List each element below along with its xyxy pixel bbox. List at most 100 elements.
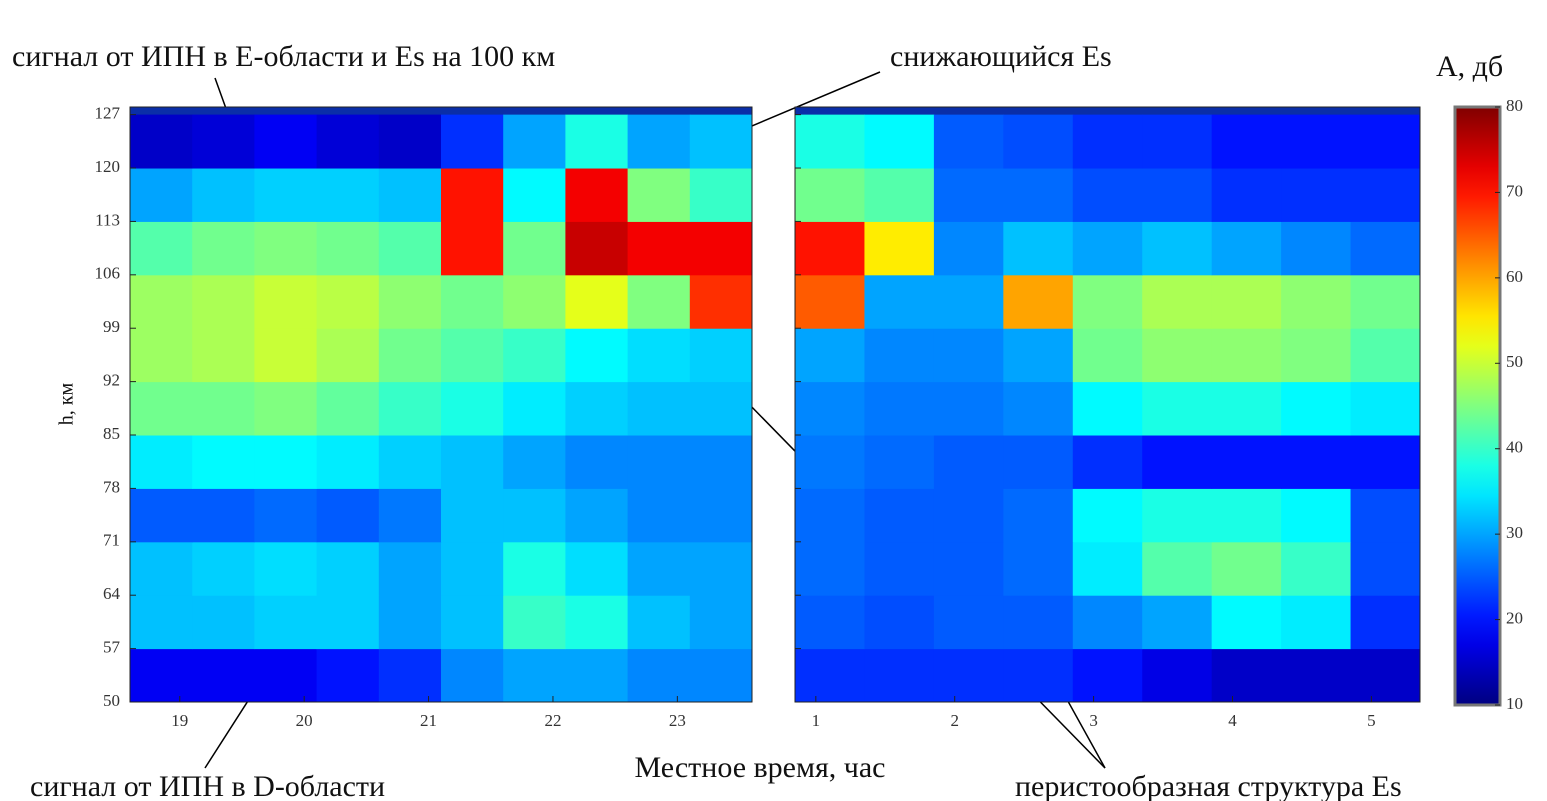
heatmap-cell — [192, 382, 255, 436]
heatmap-cell — [1281, 115, 1351, 169]
heatmap-cell — [1351, 435, 1421, 489]
heatmap-cell — [441, 435, 504, 489]
heatmap-cell — [1003, 488, 1073, 542]
heatmap-cell — [934, 382, 1004, 436]
heatmap-cell — [864, 115, 934, 169]
heatmap-cell — [864, 221, 934, 275]
heatmap-cell — [503, 542, 566, 596]
heatmap-cell — [1003, 328, 1073, 382]
heatmap-cell — [130, 115, 193, 169]
heatmap-cell — [441, 488, 504, 542]
heatmap-cell — [1351, 275, 1421, 329]
y-tick-label: 50 — [103, 691, 120, 710]
heatmap-cell — [1281, 275, 1351, 329]
heatmap-cell — [795, 115, 865, 169]
x-tick-label: 3 — [1089, 711, 1098, 730]
heatmap-cell — [1142, 435, 1212, 489]
heatmap-cell — [1003, 649, 1073, 703]
heatmap-cell — [254, 488, 317, 542]
heatmap-cell — [1351, 595, 1421, 649]
heatmap-cell — [934, 542, 1004, 596]
heatmap-cell — [1142, 168, 1212, 222]
heatmap-cell — [690, 488, 753, 542]
heatmap-cell — [130, 542, 193, 596]
heatmap-cell — [565, 168, 628, 222]
heatmap-cell — [441, 595, 504, 649]
heatmap-cell — [130, 649, 193, 703]
heatmap-cell — [690, 221, 753, 275]
heatmap-cell — [628, 221, 691, 275]
heatmap-cell — [254, 382, 317, 436]
heatmap-cell — [864, 488, 934, 542]
colorbar — [1455, 107, 1500, 705]
y-tick-label: 127 — [95, 104, 121, 123]
y-tick-label: 120 — [95, 157, 121, 176]
x-tick-label: 4 — [1228, 711, 1237, 730]
colorbar-tick-label: 50 — [1506, 352, 1523, 371]
heatmap-cell — [1073, 382, 1143, 436]
heatmap-cell — [1003, 382, 1073, 436]
heatmap-cell — [254, 115, 317, 169]
heatmap-cell — [795, 595, 865, 649]
heatmap-cell — [254, 595, 317, 649]
y-tick-label: 99 — [103, 317, 120, 336]
y-axis-label: h, км — [56, 382, 78, 425]
heatmap-cell — [1212, 328, 1282, 382]
heatmap-cell — [503, 488, 566, 542]
heatmap-cell — [317, 382, 380, 436]
heatmap-cell — [1281, 221, 1351, 275]
heatmap-cell — [628, 649, 691, 703]
heatmap-cell — [1212, 115, 1282, 169]
heatmap-cell — [192, 649, 255, 703]
heatmap-cell — [1212, 221, 1282, 275]
x-tick-label: 19 — [171, 711, 188, 730]
heatmap-cell — [254, 542, 317, 596]
heatmap-cell — [1281, 382, 1351, 436]
heatmap-cell — [192, 595, 255, 649]
heatmap-cell — [934, 221, 1004, 275]
heatmap-cell — [1142, 649, 1212, 703]
heatmap-cell — [192, 115, 255, 169]
heatmap-cell — [864, 382, 934, 436]
heatmap-cell — [690, 168, 753, 222]
heatmap-cell — [690, 595, 753, 649]
heatmap-cell — [1142, 115, 1212, 169]
heatmap-cell — [441, 542, 504, 596]
heatmap-cell — [441, 382, 504, 436]
heatmap-cell — [1281, 595, 1351, 649]
heatmap-cell — [1003, 275, 1073, 329]
heatmap-cell — [628, 275, 691, 329]
y-tick-label: 78 — [103, 477, 120, 496]
heatmap-cell — [503, 275, 566, 329]
heatmap-cell — [379, 275, 442, 329]
heatmap-cell — [795, 328, 865, 382]
heatmap-cell — [1003, 115, 1073, 169]
heatmap-cell — [1073, 168, 1143, 222]
y-tick-label: 57 — [103, 638, 121, 657]
heatmap-cell — [1073, 649, 1143, 703]
heatmap-cell — [317, 595, 380, 649]
x-tick-label: 1 — [812, 711, 821, 730]
annotation: сигнал от ИПН в D-области — [30, 770, 385, 801]
heatmap-cell — [934, 435, 1004, 489]
heatmap-cell — [628, 115, 691, 169]
heatmap-cell — [1142, 382, 1212, 436]
heatmap-cell — [690, 115, 753, 169]
heatmap-cell — [192, 275, 255, 329]
heatmap-cell — [795, 275, 865, 329]
heatmap-cell — [690, 542, 753, 596]
y-tick-label: 71 — [103, 531, 120, 550]
colorbar-label: А, дб — [1436, 50, 1503, 83]
y-tick-label: 64 — [103, 584, 121, 603]
heatmap-cell — [1073, 542, 1143, 596]
colorbar-tick-label: 40 — [1506, 438, 1523, 457]
heatmap-cell — [1351, 115, 1421, 169]
heatmap-cell — [628, 488, 691, 542]
heatmap-cell — [441, 168, 504, 222]
heatmap-cell — [503, 168, 566, 222]
heatmap-cell — [565, 542, 628, 596]
y-tick-label: 113 — [95, 210, 120, 229]
heatmap-cell — [565, 649, 628, 703]
y-tick-label: 92 — [103, 371, 120, 390]
heatmap-cell — [1073, 275, 1143, 329]
